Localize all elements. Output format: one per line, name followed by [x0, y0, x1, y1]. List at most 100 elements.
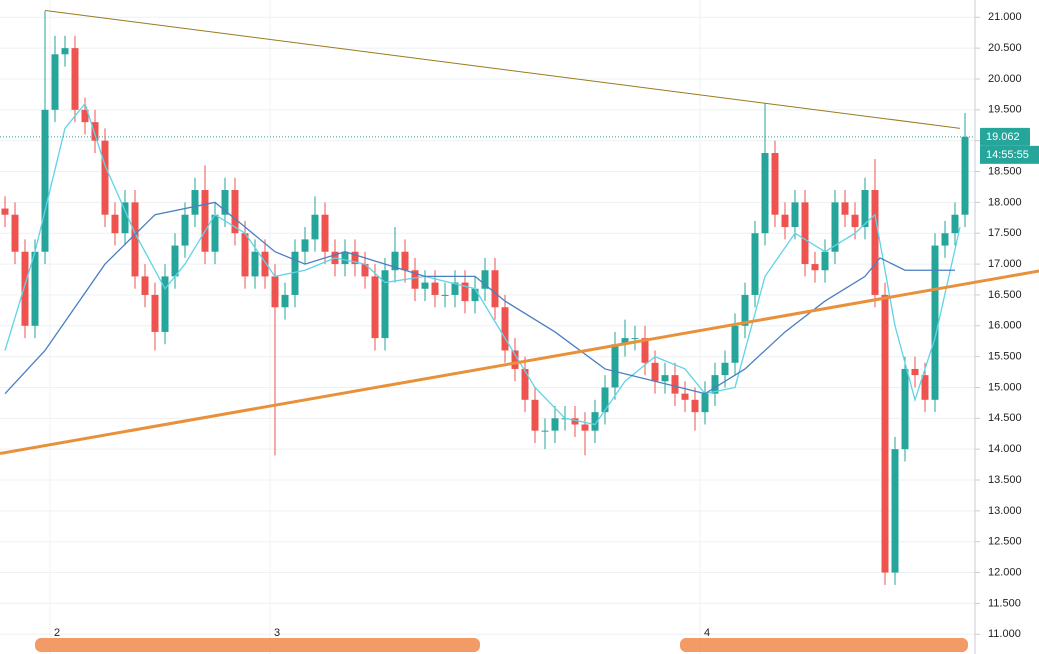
candle-body	[141, 276, 149, 295]
candle-body	[91, 122, 99, 141]
candle-body	[781, 214, 789, 228]
candle-body	[61, 48, 69, 55]
y-tick-label: 20.000	[988, 73, 1022, 85]
candle-body	[941, 233, 949, 246]
y-tick-label: 17.500	[988, 227, 1022, 239]
moving-average	[4, 102, 961, 426]
candle-body	[301, 239, 309, 252]
event-strip	[680, 638, 968, 652]
candle-body	[171, 245, 179, 277]
candle-body	[51, 54, 59, 110]
trend-line	[0, 269, 1039, 455]
candle-body	[631, 338, 639, 340]
last-price-box	[980, 127, 1030, 146]
candle-body	[901, 368, 909, 450]
candle-body	[811, 264, 819, 271]
candle-body	[251, 251, 259, 277]
candle-body	[851, 214, 859, 228]
y-tick-label: 11.500	[988, 597, 1021, 609]
y-tick-label: 12.000	[988, 566, 1022, 578]
candle-body	[861, 190, 869, 228]
candle-body	[101, 140, 109, 215]
y-tick-label: 21.000	[988, 11, 1022, 23]
y-tick-label: 20.500	[988, 42, 1022, 54]
candle-body	[11, 214, 19, 252]
x-tick-label: 3	[274, 627, 280, 639]
candle-body	[711, 375, 719, 394]
candle-body	[771, 153, 779, 215]
trend-line	[44, 9, 961, 129]
candle-body	[531, 399, 539, 431]
y-tick-label: 14.000	[988, 443, 1022, 455]
candle-body	[1, 208, 9, 215]
candle-body	[591, 412, 599, 431]
candle-body	[361, 264, 369, 277]
y-tick-label: 15.500	[988, 351, 1022, 363]
candle-body	[201, 190, 209, 252]
x-tick-label: 2	[54, 627, 60, 639]
candle-body	[581, 424, 589, 431]
candle-body	[611, 344, 619, 388]
candle-body	[231, 190, 239, 234]
y-tick-label: 18.000	[988, 196, 1022, 208]
countdown-box	[980, 145, 1039, 164]
candle-body	[151, 294, 159, 332]
candle-body	[741, 294, 749, 326]
candle-body	[621, 338, 629, 345]
candle-body	[481, 270, 489, 289]
candle-body	[191, 190, 199, 215]
candle-body	[21, 251, 29, 326]
candle-body	[121, 202, 129, 234]
grid	[0, 0, 975, 654]
candle-body	[491, 270, 499, 308]
last-price-label: 19.062	[986, 131, 1020, 143]
candle-body	[821, 251, 829, 271]
candle-body	[111, 214, 119, 234]
candle-body	[291, 251, 299, 295]
plot	[1, 11, 969, 585]
candle-body	[681, 393, 689, 400]
candle-body	[81, 109, 89, 123]
candle-body	[261, 251, 269, 277]
candle-body	[501, 307, 509, 351]
candle-body	[571, 418, 579, 425]
candle-body	[551, 418, 559, 431]
candle-body	[41, 109, 49, 252]
y-tick-label: 13.000	[988, 505, 1022, 517]
candle-body	[381, 270, 389, 339]
candle-body	[281, 294, 289, 308]
candle-body	[241, 233, 249, 277]
candle-body	[661, 375, 669, 382]
x-tick-label: 4	[704, 627, 710, 639]
candle-body	[801, 202, 809, 265]
y-tick-label: 13.500	[988, 474, 1022, 486]
candle-body	[931, 245, 939, 400]
y-tick-label: 19.500	[988, 104, 1022, 116]
candle-body	[881, 294, 889, 573]
candle-body	[951, 214, 959, 234]
candle-body	[421, 282, 429, 289]
candle-body	[601, 387, 609, 413]
y-tick-label: 17.000	[988, 258, 1022, 270]
candle-body	[471, 288, 479, 302]
moving-average	[4, 201, 955, 395]
candle-body	[651, 362, 659, 382]
candle-body	[701, 393, 709, 413]
candle-body	[791, 202, 799, 228]
candle-body	[671, 375, 679, 394]
candle-body	[161, 276, 169, 332]
candle-body	[341, 251, 349, 265]
candle-body	[371, 276, 379, 339]
y-tick-label: 15.000	[988, 381, 1022, 393]
candle-body	[961, 136, 969, 215]
candle-body	[831, 202, 839, 252]
candle-body	[921, 375, 929, 400]
candle-body	[641, 338, 649, 363]
y-tick-label: 14.500	[988, 412, 1022, 424]
candle-body	[761, 153, 769, 234]
candle-body	[431, 282, 439, 295]
candle-body	[511, 350, 519, 369]
candle-body	[321, 214, 329, 252]
candle-body	[211, 214, 219, 252]
